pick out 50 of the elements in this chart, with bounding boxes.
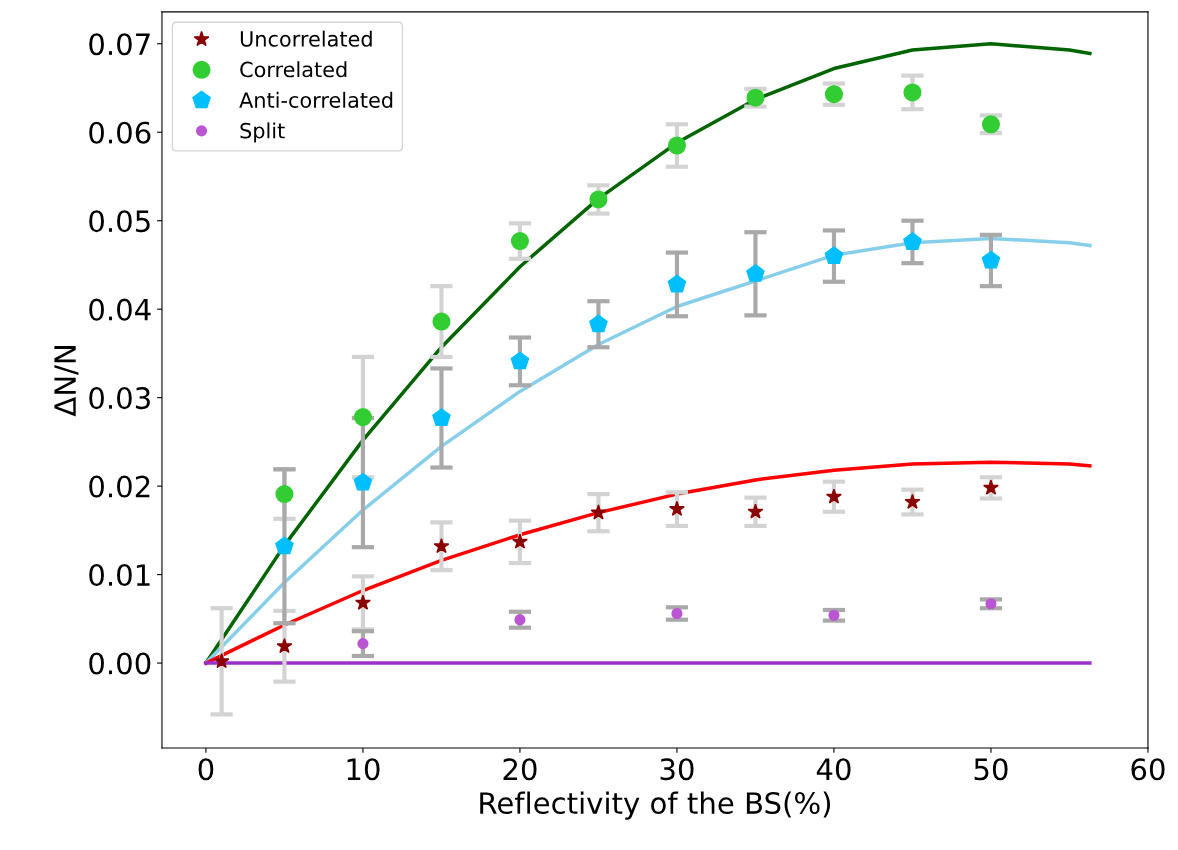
point [213,652,230,669]
x-tick-label: 40 [816,758,851,781]
x-tick-label: 20 [503,758,537,781]
x-tick-label: 0 [198,758,214,781]
point [357,638,369,650]
point [433,537,450,554]
point [432,312,451,331]
point [589,190,608,209]
point [982,479,999,495]
y-tick-label: 0.04 [89,298,151,321]
y-tick-label: 0.01 [89,564,150,587]
point [903,83,922,102]
point [668,500,685,516]
x-tick-label: 10 [347,758,380,781]
x-axis-title: Reflectivity of the BS(%) [480,791,831,820]
point [276,637,293,654]
point [275,536,294,555]
x-tick-label: 50 [974,758,1008,781]
point [824,246,844,265]
y-tick-label: 0.00 [89,652,151,675]
point [904,493,921,509]
y-tick-label: 0.06 [89,121,151,144]
y-tick-label: 0.03 [89,387,150,410]
point [510,232,529,251]
y-tick-label: 0.02 [89,475,150,498]
legend-label: Split [240,122,285,143]
point [275,485,294,504]
legend-label: Uncorrelated [240,30,372,47]
y-axis-title: ΔN/N [54,346,79,417]
point [667,136,686,155]
point [667,274,687,293]
x-tick-label: 30 [660,758,694,781]
point [747,503,764,519]
point [825,488,842,504]
point [590,504,607,520]
point [903,232,922,250]
point [511,533,528,549]
point [353,472,373,491]
x-tick-label: 60 [1131,758,1165,781]
y-tick-label: 0.07 [89,33,150,56]
point [746,264,765,282]
y-tick-label: 0.05 [89,210,150,233]
point [589,314,608,333]
point [354,594,371,610]
legend-label: Correlated [240,61,347,78]
point [510,351,530,370]
point [981,250,1001,269]
point [353,408,372,427]
point [432,408,451,426]
legend-label: Anti-correlated [239,91,393,108]
